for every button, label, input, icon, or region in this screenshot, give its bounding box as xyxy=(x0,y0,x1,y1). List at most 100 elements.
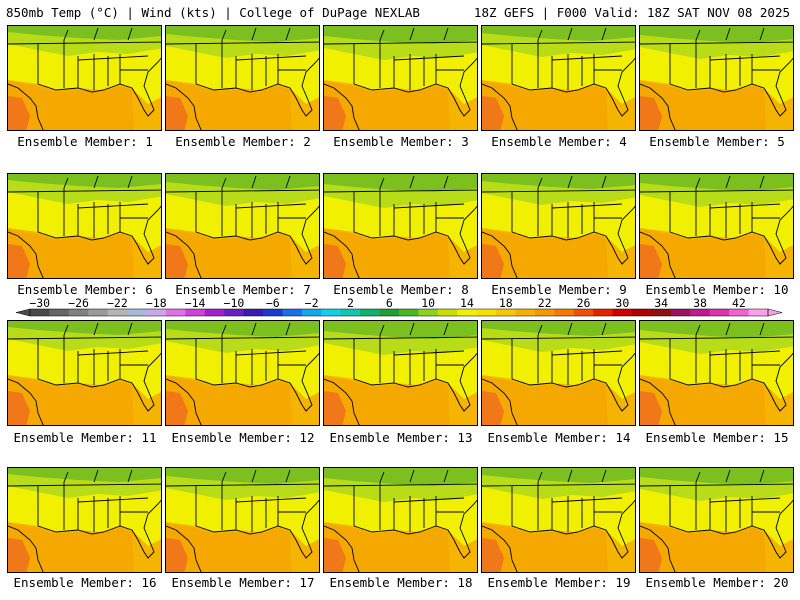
coastline-and-borders xyxy=(166,175,319,278)
coastline-and-borders xyxy=(8,322,161,425)
coastline-and-borders xyxy=(640,322,793,425)
hot-field xyxy=(482,391,504,425)
coastline-and-borders xyxy=(640,469,793,572)
coastline-and-borders xyxy=(324,469,477,572)
colorbar-swatch xyxy=(496,309,516,316)
coastline-and-borders xyxy=(166,469,319,572)
hot-field xyxy=(8,96,30,130)
colorbar-tick-label: 42 xyxy=(732,296,746,310)
warm-gulf-field xyxy=(8,229,134,278)
ensemble-member-map xyxy=(165,173,320,279)
cold-land-field xyxy=(166,26,319,42)
ensemble-member-label: Ensemble Member: 10 xyxy=(645,282,789,297)
ensemble-member-map xyxy=(7,320,162,426)
ensemble-member-map xyxy=(323,173,478,279)
colorbar-swatch xyxy=(515,309,536,316)
ensemble-member-map xyxy=(639,25,794,131)
colorbar-swatch xyxy=(399,309,419,316)
colorbar-swatch xyxy=(340,309,361,316)
ensemble-member-map xyxy=(481,320,636,426)
warm-gulf-field xyxy=(482,229,608,278)
ensemble-member-label: Ensemble Member: 6 xyxy=(17,282,153,297)
ensemble-member-label: Ensemble Member: 20 xyxy=(645,575,789,590)
coastline-and-borders xyxy=(166,27,319,130)
colorbar-swatch xyxy=(554,309,575,316)
warm-gulf-field xyxy=(166,81,292,130)
coastline-and-borders xyxy=(8,469,161,572)
map-title: 850mb Temp (°C) | Wind (kts) | College o… xyxy=(6,5,420,20)
ensemble-member-map xyxy=(165,320,320,426)
colorbar-swatch xyxy=(224,309,245,316)
ensemble-member-label: Ensemble Member: 15 xyxy=(645,430,789,445)
cold-land-field xyxy=(8,174,161,188)
hot-field xyxy=(166,538,188,572)
colorbar-swatch xyxy=(729,309,749,316)
hot-field xyxy=(640,391,662,425)
cold-land-field xyxy=(324,321,477,339)
cold-land-field xyxy=(166,174,319,190)
coastline-and-borders xyxy=(166,322,319,425)
warm-gulf-field xyxy=(8,81,134,130)
hot-field xyxy=(482,244,504,278)
ensemble-member-label: Ensemble Member: 2 xyxy=(175,134,311,149)
ensemble-member-map xyxy=(639,173,794,279)
coastline-and-borders xyxy=(482,322,635,425)
colorbar-swatch xyxy=(709,309,730,316)
cold-land-field xyxy=(640,468,793,485)
warm-gulf-field xyxy=(324,376,450,425)
ensemble-member-label: Ensemble Member: 19 xyxy=(487,575,631,590)
colorbar-swatch xyxy=(204,309,225,316)
ensemble-member-label: Ensemble Member: 12 xyxy=(171,430,315,445)
cold-land-field xyxy=(166,468,319,484)
ensemble-member-map xyxy=(481,173,636,279)
colorbar-tick-label: 26 xyxy=(577,296,591,310)
colorbar-swatch xyxy=(670,309,691,316)
ensemble-member-map xyxy=(7,467,162,573)
colorbar-swatch xyxy=(573,309,594,316)
warm-gulf-field xyxy=(324,523,450,572)
ensemble-member-label: Ensemble Member: 18 xyxy=(329,575,473,590)
colorbar-swatch xyxy=(165,309,186,316)
colorbar-tick-label: −30 xyxy=(29,296,50,310)
ensemble-member-label: Ensemble Member: 3 xyxy=(333,134,469,149)
colorbar-tick-label: 30 xyxy=(615,296,629,310)
hot-field xyxy=(482,538,504,572)
warm-gulf-field xyxy=(482,376,608,425)
cold-land-field xyxy=(166,321,319,337)
warm-gulf-field xyxy=(166,523,292,572)
hot-field xyxy=(324,538,346,572)
ensemble-member-label: Ensemble Member: 17 xyxy=(171,575,315,590)
coastline-and-borders xyxy=(640,27,793,130)
coastline-and-borders xyxy=(482,469,635,572)
colorbar-tick-labels: −30 −26 −22 −18 −14 −10 −6 −2 2 6 10 14 18 22 26 30 34 38… xyxy=(29,296,745,310)
ensemble-member-map xyxy=(639,467,794,573)
colorbar-tick-label: −26 xyxy=(68,296,89,310)
ensemble-member-map xyxy=(639,320,794,426)
ensemble-member-label: Ensemble Member: 4 xyxy=(491,134,627,149)
ensemble-member-label: Ensemble Member: 5 xyxy=(649,134,785,149)
colorbar-min-arrow xyxy=(15,308,31,317)
colorbar-swatch xyxy=(690,309,711,316)
cold-land-field xyxy=(324,468,477,486)
cold-land-field xyxy=(8,321,161,335)
colorbar-tick-label: 18 xyxy=(499,296,513,310)
run-valid-time: 18Z GEFS | F000 Valid: 18Z SAT NOV 08 20… xyxy=(473,5,790,20)
colorbar-swatch xyxy=(30,309,50,316)
ensemble-member-label: Ensemble Member: 1 xyxy=(17,134,153,149)
warm-gulf-field xyxy=(640,376,766,425)
colorbar-swatch xyxy=(379,309,400,316)
temperature-colorbar: −30 −26 −22 −18 −14 −10 −6 −2 2 6 10 14 18 22 26 30 34 38… xyxy=(15,296,783,317)
colorbar-swatch xyxy=(146,309,167,316)
cold-land-field xyxy=(482,174,635,189)
warm-gulf-field xyxy=(640,229,766,278)
colorbar-outline xyxy=(29,308,769,317)
colorbar-swatch xyxy=(534,309,555,316)
colorbar-swatch xyxy=(612,309,633,316)
hot-field xyxy=(640,538,662,572)
colorbar-swatch xyxy=(107,309,128,316)
coastline-and-borders xyxy=(8,175,161,278)
ensemble-member-map xyxy=(481,25,636,131)
ensemble-member-label: Ensemble Member: 11 xyxy=(13,430,157,445)
colorbar-swatch xyxy=(748,309,769,316)
colorbar-swatch xyxy=(88,309,109,316)
